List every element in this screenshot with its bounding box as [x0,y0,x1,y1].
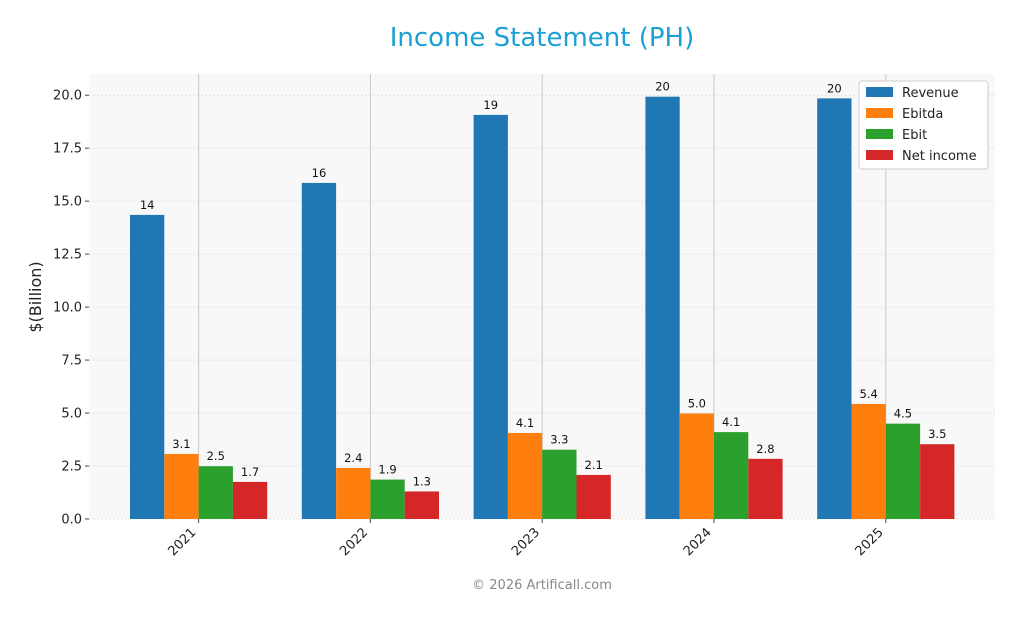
data-label: 2.4 [344,451,362,465]
bar-net-income [232,481,268,519]
bar-ebitda [679,413,714,519]
bar-ebitda [851,403,886,519]
data-label: 5.0 [688,396,706,410]
bar-ebit [370,479,405,519]
y-tick-label: 20.0 [53,89,82,104]
legend-label: Net income [902,149,977,164]
bars-layer [130,96,955,520]
y-tick-label: 10.0 [53,301,82,316]
data-label: 20 [655,80,670,94]
y-tick-label: 5.0 [61,407,82,422]
bar-net-income [576,474,611,519]
bar-revenue [130,214,165,519]
legend-swatch [866,150,893,160]
data-label: 3.5 [928,427,946,441]
data-label: 2.8 [756,442,774,456]
bar-revenue [645,96,680,519]
y-tick-label: 12.5 [53,248,82,263]
bar-revenue [301,182,337,519]
data-label: 2.1 [585,458,603,472]
y-tick-label: 15.0 [53,195,82,210]
data-label: 19 [483,98,498,112]
bar-net-income [920,444,955,519]
bar-revenue [473,114,508,520]
x-tick-label: 2022 [337,525,371,559]
bar-net-income [404,491,439,519]
data-label: 4.1 [722,415,740,429]
bar-ebit [885,423,921,519]
data-label: 5.4 [860,387,878,401]
data-label: 4.5 [894,407,912,421]
data-label: 4.1 [516,416,534,430]
bar-revenue [817,98,852,519]
y-tick-label: 0.0 [61,513,82,528]
x-tick-label: 2023 [509,525,543,559]
bar-ebit [198,466,233,519]
y-tick-label: 7.5 [61,354,82,369]
chart-title: Income Statement (PH) [390,23,695,53]
bar-net-income [748,458,783,519]
bar-ebitda [507,432,543,519]
x-tick-label: 2024 [681,525,715,559]
data-label: 1.7 [241,465,259,479]
bar-ebitda [336,467,371,519]
x-tick-label: 2021 [165,525,199,559]
data-labels-layer: 14 16 19 20 20 3.1 2.4 4.1 5.0 5.4 2.5 1.9 3.3 4.1 4.5… [140,80,947,489]
data-label: 16 [312,166,327,180]
y-tick-label: 17.5 [53,142,82,157]
bar-ebitda [164,453,199,519]
data-label: 3.3 [550,433,568,447]
y-axis-label: $(Billion) [26,261,45,332]
legend: Revenue Ebitda Ebit Net income [858,80,989,170]
data-label: 2.5 [207,449,225,463]
legend-swatch [866,108,893,118]
data-label: 3.1 [172,437,190,451]
data-label: 1.9 [378,463,396,477]
bar-ebit [542,449,577,519]
bar-ebit [714,432,749,519]
legend-box [858,80,989,170]
x-tick-label: 2025 [853,525,887,559]
legend-label: Ebit [902,128,927,143]
legend-label: Revenue [902,86,959,101]
legend-swatch [866,87,893,97]
data-label: 14 [140,198,155,212]
legend-swatch [866,129,893,139]
y-tick-label: 2.5 [61,460,82,475]
data-label: 20 [827,81,842,95]
legend-label: Ebitda [902,107,943,122]
footer-copyright: © 2026 Artificall.com [472,578,612,593]
data-label: 1.3 [413,474,431,488]
